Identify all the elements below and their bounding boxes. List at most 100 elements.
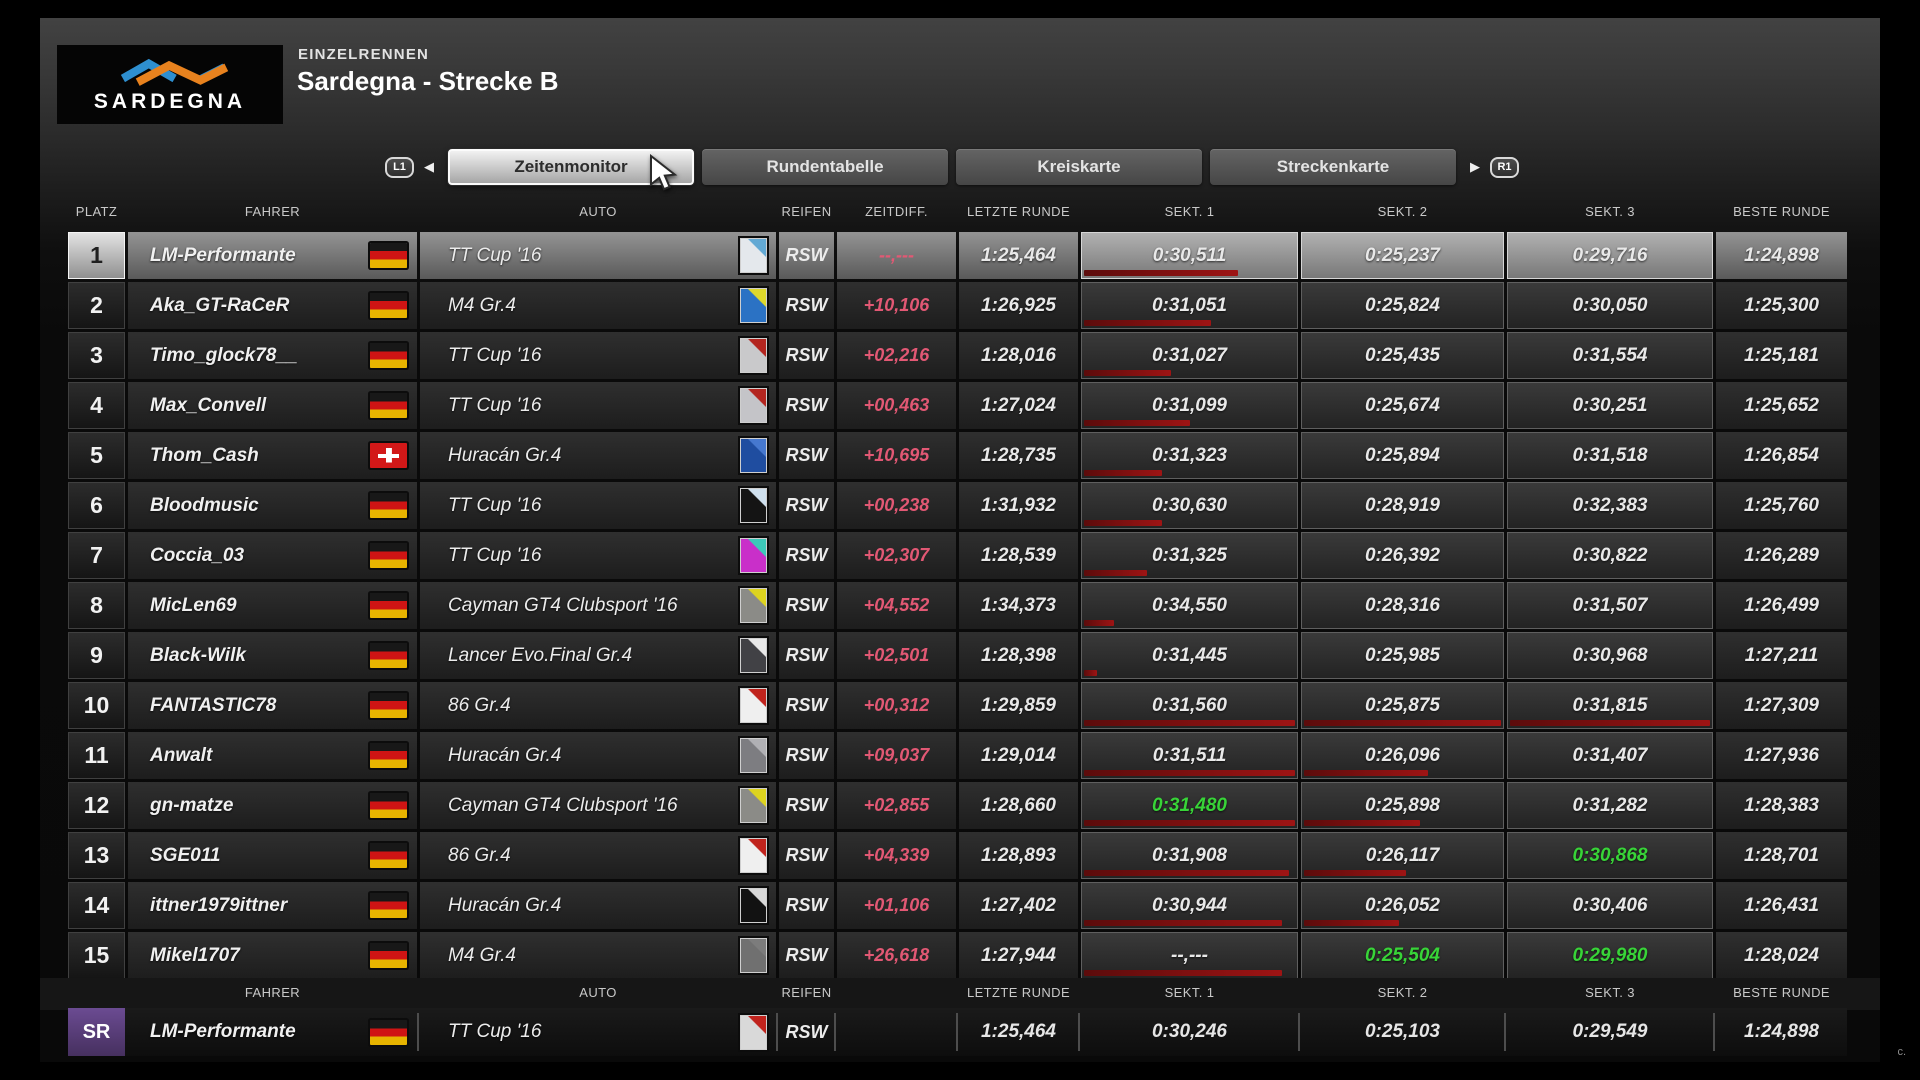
tab-rundentabelle[interactable]: Rundentabelle xyxy=(702,149,948,185)
livery-icon xyxy=(740,488,767,523)
position-cell: 1 xyxy=(68,232,125,279)
sector1-time: 0:30,630 xyxy=(1151,494,1227,516)
sector2-cell: 0:25,824 xyxy=(1301,282,1504,329)
car-name: 86 Gr.4 xyxy=(448,844,511,866)
tyre-cell: RSW xyxy=(779,282,834,329)
sector2-time: 0:26,392 xyxy=(1364,544,1440,566)
sector-progress-bar xyxy=(1084,370,1171,376)
sector-progress-bar xyxy=(1084,270,1239,276)
sector3-time: 0:31,507 xyxy=(1572,594,1648,616)
sector3-time: 0:29,980 xyxy=(1572,944,1648,966)
car-cell: 86 Gr.4 xyxy=(420,832,776,879)
position-cell: 8 xyxy=(68,582,125,629)
driver-cell: Max_Convell xyxy=(128,382,417,429)
bestlap-cell: 1:27,211 xyxy=(1716,632,1847,679)
sector-progress-bar xyxy=(1084,420,1190,426)
sector1-cell: 0:30,511 xyxy=(1081,232,1298,279)
footer-header-sekt1: SEKT. 1 xyxy=(1164,985,1215,1000)
sector3-cell: 0:31,407 xyxy=(1507,732,1713,779)
sector3-time: 0:30,968 xyxy=(1572,644,1648,666)
sector1-cell: 0:30,630 xyxy=(1081,482,1298,529)
car-cell: Huracán Gr.4 xyxy=(420,432,776,479)
bestlap-cell: 1:28,383 xyxy=(1716,782,1847,829)
bestlap-cell: 1:28,701 xyxy=(1716,832,1847,879)
timediff-cell: +00,238 xyxy=(837,482,956,529)
bestlap-cell: 1:26,854 xyxy=(1716,432,1847,479)
tab-streckenkarte[interactable]: Streckenkarte xyxy=(1210,149,1456,185)
car-name: TT Cup '16 xyxy=(448,394,542,416)
lastlap-cell: 1:26,925 xyxy=(959,282,1078,329)
table-row: 11 Anwalt Huracán Gr.4 RSW +09,037 1:29,014 0:… xyxy=(68,732,1847,779)
bestlap-cell: 1:25,652 xyxy=(1716,382,1847,429)
country-flag-icon xyxy=(370,843,407,868)
bestlap-cell: 1:25,300 xyxy=(1716,282,1847,329)
table-row: 8 MicLen69 Cayman GT4 Clubsport '16 RSW +04,… xyxy=(68,582,1847,629)
country-flag-icon xyxy=(370,693,407,718)
table-row: 6 Bloodmusic TT Cup '16 RSW +00,238 1:31,932 0… xyxy=(68,482,1847,529)
driver-cell: MicLen69 xyxy=(128,582,417,629)
country-flag-icon xyxy=(370,443,407,468)
table-row: 15 Mikel1707 M4 Gr.4 RSW +26,618 1:27,944 --,-… xyxy=(68,932,1847,979)
sector3-cell: 0:32,383 xyxy=(1507,482,1713,529)
corner-text: c. xyxy=(1897,1046,1906,1058)
prev-tab-arrow-icon[interactable]: ◀ xyxy=(424,159,434,174)
driver-cell: Timo_glock78__ xyxy=(128,332,417,379)
country-flag-icon xyxy=(370,543,407,568)
sr-lastlap-cell: 1:25,464 xyxy=(956,1008,1078,1056)
lastlap-cell: 1:27,944 xyxy=(959,932,1078,979)
tab-list: Zeitenmonitor Rundentabelle Kreiskarte Stre… xyxy=(448,149,1456,185)
driver-name: Coccia_03 xyxy=(150,544,245,566)
car-name: TT Cup '16 xyxy=(448,244,542,266)
sr-timediff-cell xyxy=(834,1008,956,1056)
sector1-cell: 0:34,550 xyxy=(1081,582,1298,629)
driver-cell: Mikel1707 xyxy=(128,932,417,979)
tyre-cell: RSW xyxy=(779,682,834,729)
table-row: 9 Black-Wilk Lancer Evo.Final Gr.4 RSW +02,5… xyxy=(68,632,1847,679)
car-name: TT Cup '16 xyxy=(448,344,542,366)
sector1-cell: 0:31,445 xyxy=(1081,632,1298,679)
bestlap-cell: 1:28,024 xyxy=(1716,932,1847,979)
col-header-sekt2: SEKT. 2 xyxy=(1377,204,1428,219)
sector2-cell: 0:25,504 xyxy=(1301,932,1504,979)
timediff-cell: +10,106 xyxy=(837,282,956,329)
sector1-cell: 0:31,560 xyxy=(1081,682,1298,729)
timediff-cell: +04,339 xyxy=(837,832,956,879)
car-cell: TT Cup '16 xyxy=(420,532,776,579)
sector2-time: 0:26,117 xyxy=(1365,844,1440,866)
sector1-time: 0:31,560 xyxy=(1151,694,1227,716)
livery-icon xyxy=(740,688,767,723)
table-row: 4 Max_Convell TT Cup '16 RSW +00,463 1:27,024… xyxy=(68,382,1847,429)
sector1-time: 0:31,323 xyxy=(1151,444,1227,466)
sector1-time: 0:31,480 xyxy=(1151,794,1227,816)
footer-header: FAHRER AUTO REIFEN LETZTE RUNDE SEKT. 1 … xyxy=(68,985,1847,1000)
tyre-cell: RSW xyxy=(779,532,834,579)
tab-kreiskarte[interactable]: Kreiskarte xyxy=(956,149,1202,185)
footer-header-beste-runde: BESTE RUNDE xyxy=(1733,985,1830,1000)
sector-progress-bar xyxy=(1304,770,1429,776)
sector3-time: 0:30,822 xyxy=(1572,544,1648,566)
car-cell: TT Cup '16 xyxy=(420,382,776,429)
next-tab-arrow-icon[interactable]: ▶ xyxy=(1470,159,1480,174)
sector3-cell: 0:29,980 xyxy=(1507,932,1713,979)
lastlap-cell: 1:25,464 xyxy=(959,232,1078,279)
livery-icon xyxy=(740,588,767,623)
sector3-time: 0:29,716 xyxy=(1572,244,1648,266)
footer-header-sekt2: SEKT. 2 xyxy=(1377,985,1428,1000)
timediff-cell: +02,855 xyxy=(837,782,956,829)
logo-text: SARDEGNA xyxy=(93,89,247,113)
country-flag-icon xyxy=(370,943,407,968)
position-cell: 6 xyxy=(68,482,125,529)
livery-icon xyxy=(740,1014,767,1050)
sector3-time: 0:31,815 xyxy=(1572,694,1648,716)
tyre-cell: RSW xyxy=(779,482,834,529)
sector2-time: 0:28,316 xyxy=(1364,594,1440,616)
country-flag-icon xyxy=(370,793,407,818)
country-flag-icon xyxy=(370,643,407,668)
sector1-time: --,--- xyxy=(1171,944,1208,966)
sr-driver-name: LM-Performante xyxy=(150,1021,296,1042)
sector2-cell: 0:26,392 xyxy=(1301,532,1504,579)
sr-bestlap-cell: 1:24,898 xyxy=(1713,1008,1847,1056)
table-row: 5 Thom_Cash Huracán Gr.4 RSW +10,695 1:28,735… xyxy=(68,432,1847,479)
tyre-cell: RSW xyxy=(779,832,834,879)
sector-progress-bar xyxy=(1084,970,1283,976)
